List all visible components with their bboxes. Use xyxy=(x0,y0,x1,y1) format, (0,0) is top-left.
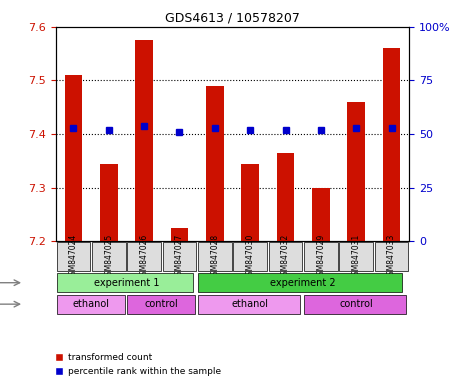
Text: GSM847024: GSM847024 xyxy=(69,233,78,280)
FancyBboxPatch shape xyxy=(163,242,196,271)
Text: GSM847030: GSM847030 xyxy=(246,233,255,280)
FancyBboxPatch shape xyxy=(57,273,193,292)
Bar xyxy=(312,188,330,242)
Text: GSM847026: GSM847026 xyxy=(140,233,149,280)
FancyBboxPatch shape xyxy=(57,295,125,314)
Bar xyxy=(347,102,365,242)
FancyBboxPatch shape xyxy=(304,242,338,271)
Text: ethanol: ethanol xyxy=(73,299,110,309)
FancyBboxPatch shape xyxy=(375,242,408,271)
Text: GSM847033: GSM847033 xyxy=(387,233,396,280)
Legend: transformed count, percentile rank within the sample: transformed count, percentile rank withi… xyxy=(51,350,225,379)
Text: GSM847032: GSM847032 xyxy=(281,233,290,280)
Text: GSM847025: GSM847025 xyxy=(104,233,113,280)
FancyBboxPatch shape xyxy=(198,273,403,292)
Text: experiment 1: experiment 1 xyxy=(94,278,159,288)
Text: control: control xyxy=(339,299,373,309)
Text: GSM847028: GSM847028 xyxy=(210,233,219,280)
FancyBboxPatch shape xyxy=(198,295,300,314)
FancyBboxPatch shape xyxy=(127,295,195,314)
Text: ethanol: ethanol xyxy=(232,299,269,309)
Bar xyxy=(135,40,153,242)
Text: control: control xyxy=(145,299,179,309)
Text: experiment 2: experiment 2 xyxy=(270,278,336,288)
Text: GSM847031: GSM847031 xyxy=(352,233,361,280)
FancyBboxPatch shape xyxy=(269,242,302,271)
FancyBboxPatch shape xyxy=(57,242,90,271)
Title: GDS4613 / 10578207: GDS4613 / 10578207 xyxy=(165,11,300,24)
FancyBboxPatch shape xyxy=(304,295,406,314)
Bar xyxy=(206,86,224,242)
Bar xyxy=(277,153,294,242)
Bar xyxy=(171,228,188,242)
FancyBboxPatch shape xyxy=(198,242,232,271)
FancyBboxPatch shape xyxy=(127,242,161,271)
Bar xyxy=(65,75,82,242)
Bar xyxy=(241,164,259,242)
FancyBboxPatch shape xyxy=(233,242,267,271)
Text: GSM847027: GSM847027 xyxy=(175,233,184,280)
Bar xyxy=(100,164,118,242)
Text: GSM847029: GSM847029 xyxy=(316,233,326,280)
Bar xyxy=(383,48,400,242)
FancyBboxPatch shape xyxy=(92,242,126,271)
FancyBboxPatch shape xyxy=(339,242,373,271)
